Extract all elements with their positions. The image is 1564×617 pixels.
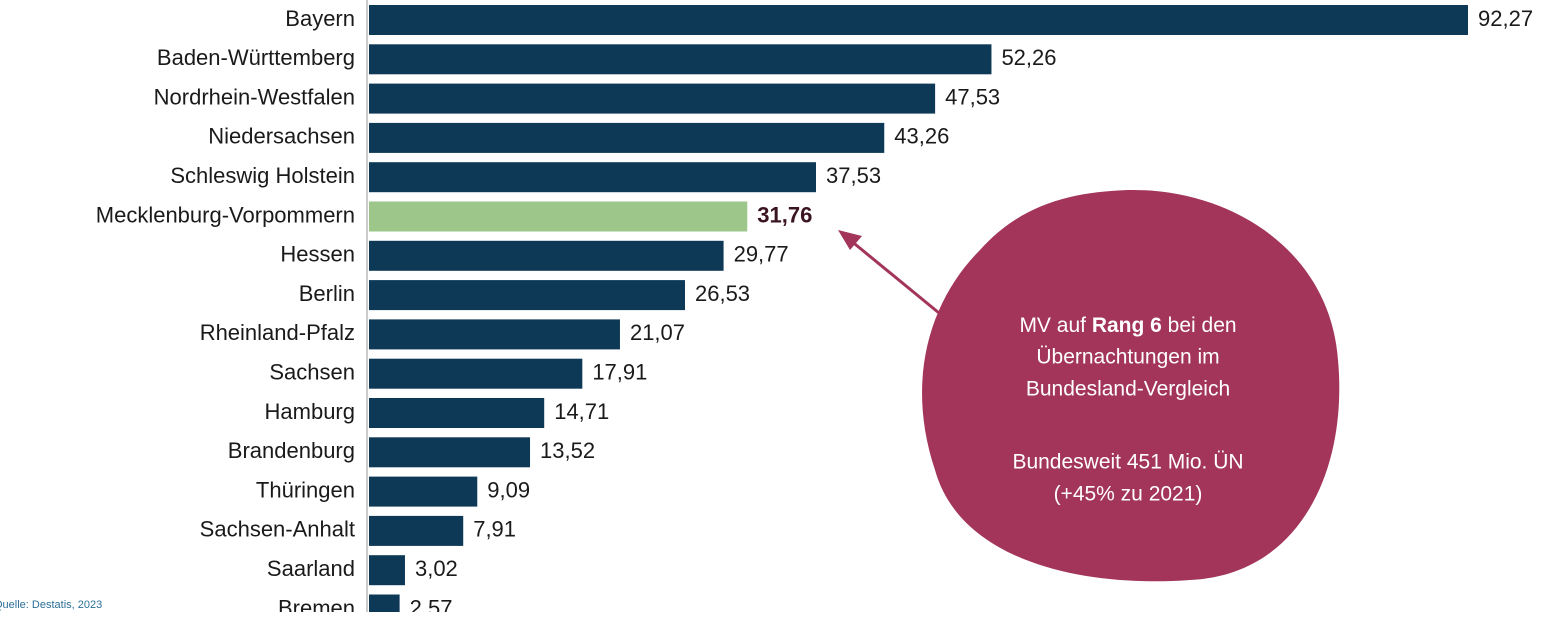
category-label: Brandenburg (228, 438, 355, 463)
bar (369, 398, 545, 428)
value-label: 92,27 (1478, 6, 1533, 31)
category-label: Thüringen (256, 477, 355, 502)
annotation-line: MV auf Rang 6 bei den (1019, 314, 1236, 337)
bar (369, 476, 478, 507)
annotation-line: (+45% zu 2021) (1054, 483, 1203, 506)
bar (369, 5, 1468, 35)
bar (369, 515, 464, 546)
value-label: 37,53 (826, 163, 881, 188)
category-label: Berlin (299, 281, 355, 306)
bar (369, 83, 936, 114)
annotation-line: Übernachtungen im (1036, 346, 1219, 369)
value-label: 31,76 (757, 202, 812, 227)
category-label: Saarland (267, 556, 355, 581)
value-label: 26,53 (695, 281, 750, 306)
category-label: Nordrhein-Westfalen (154, 84, 355, 109)
value-label: 47,53 (945, 84, 1000, 109)
bar (369, 240, 724, 271)
category-label: Bayern (285, 6, 355, 31)
value-label: 2,57 (410, 595, 453, 612)
annotation-part: bei den (1162, 314, 1237, 337)
annotation-part: Rang 6 (1092, 314, 1162, 337)
value-label: 3,02 (415, 556, 458, 581)
category-label: Schleswig Holstein (170, 163, 355, 188)
value-label: 17,91 (592, 360, 647, 385)
bar (369, 122, 885, 153)
bar (369, 201, 748, 232)
value-label: 52,26 (1001, 45, 1056, 70)
value-label: 21,07 (630, 320, 685, 345)
annotation-part: MV auf (1019, 314, 1091, 337)
category-label: Sachsen-Anhalt (200, 517, 355, 542)
bar (369, 437, 531, 468)
value-label: 13,52 (540, 438, 595, 463)
category-label: Hessen (280, 242, 355, 267)
bar (369, 44, 992, 75)
callout-arrow (849, 238, 951, 324)
bar (369, 280, 685, 311)
value-label: 7,91 (473, 517, 516, 542)
value-label: 14,71 (554, 399, 609, 424)
callout-blob (922, 189, 1340, 582)
category-label: Rheinland-Pfalz (200, 320, 355, 345)
source: Quelle: Destatis, 2023 (0, 599, 102, 611)
category-label: Hamburg (265, 399, 355, 424)
annotation-line: Bundesweit 451 Mio. ÜN (1012, 451, 1243, 474)
annotation-line: Bundesland-Vergleich (1026, 378, 1230, 401)
value-label: 43,26 (894, 124, 949, 149)
category-label: Bremen (278, 595, 355, 612)
bar (369, 555, 405, 586)
bar (369, 162, 817, 193)
category-label: Niedersachsen (208, 124, 355, 149)
bar (369, 319, 620, 350)
callout-arrowhead (838, 230, 862, 250)
category-label: Mecklenburg-Vorpommern (96, 202, 355, 227)
bar (369, 594, 400, 617)
value-label: 29,77 (734, 242, 789, 267)
category-label: Baden-Württemberg (157, 45, 355, 70)
value-label: 9,09 (487, 477, 530, 502)
bar (369, 358, 583, 389)
category-label: Sachsen (269, 360, 355, 385)
